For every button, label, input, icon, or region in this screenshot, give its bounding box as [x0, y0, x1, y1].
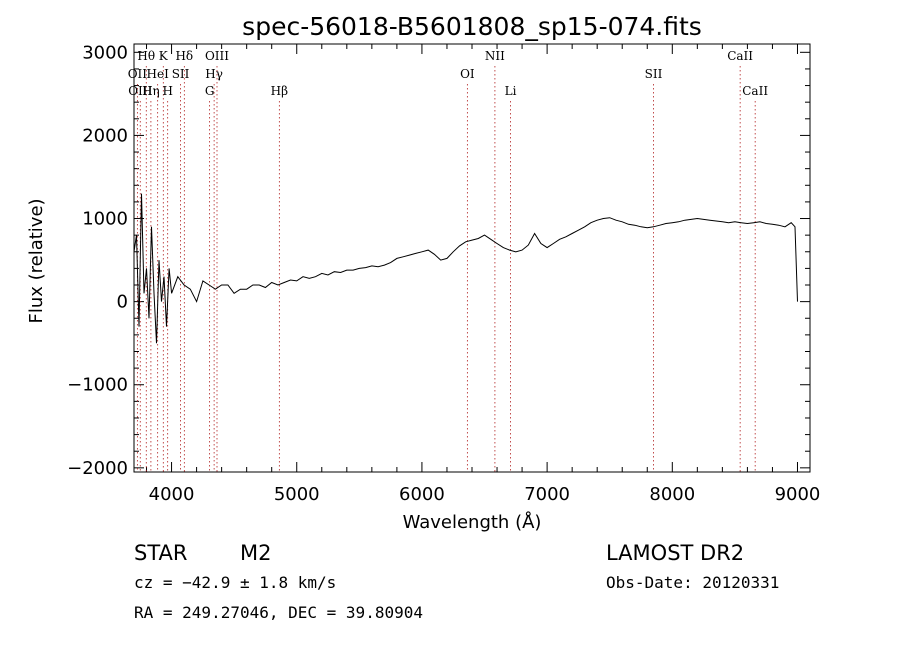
y-axis-label: Flux (relative) — [26, 198, 47, 323]
x-axis-label: Wavelength (Å) — [403, 511, 542, 533]
x-tick-label: 5000 — [274, 484, 320, 505]
object-subclass: M2 — [240, 541, 271, 565]
line-label: Hη — [142, 84, 160, 98]
line-label: Li — [505, 84, 517, 98]
y-tick-label: 1000 — [82, 209, 128, 230]
plot-border — [133, 43, 811, 473]
y-tick-label: 0 — [117, 292, 128, 313]
survey-name: LAMOST DR2 — [606, 541, 744, 565]
y-tick-label: −2000 — [67, 458, 128, 479]
line-label: SII — [172, 67, 190, 81]
line-label: K — [159, 49, 169, 63]
line-label: CaII — [742, 84, 768, 98]
line-label: Hβ — [271, 84, 288, 98]
y-tick-label: 2000 — [82, 125, 128, 146]
line-label: OIII — [205, 49, 229, 63]
spectrum-series — [133, 193, 798, 344]
x-tick-label: 4000 — [149, 484, 195, 505]
x-tick-label: 7000 — [524, 484, 570, 505]
line-label: G — [205, 84, 215, 98]
y-tick-label: −1000 — [67, 375, 128, 396]
line-label: Hδ — [175, 49, 193, 63]
coordinates-text: RA = 249.27046, DEC = 39.80904 — [134, 603, 423, 622]
plot-frame — [133, 43, 811, 473]
line-label: H — [162, 84, 172, 98]
x-tick-label: 8000 — [649, 484, 695, 505]
line-label: Hθ — [137, 49, 155, 63]
line-label: OIII — [128, 84, 152, 98]
object-class: STAR — [134, 541, 187, 565]
line-label: OII — [128, 67, 148, 81]
y-tick-label: 3000 — [82, 42, 128, 63]
line-label: OI — [460, 67, 475, 81]
line-label: HeI — [147, 67, 170, 81]
line-label: SII — [645, 67, 663, 81]
x-tick-label: 6000 — [399, 484, 445, 505]
chart-title: spec-56018-B5601808_sp15-074.fits — [242, 12, 702, 41]
line-label: NII — [485, 49, 505, 63]
redshift-text: cz = −42.9 ± 1.8 km/s — [134, 573, 336, 592]
spectrum-line — [133, 193, 798, 344]
axis-ticks: 4000 5000 6000 7000 8000 9000 −2000 −1000 0 1000 2… — [67, 42, 820, 505]
line-label: Hγ — [205, 67, 223, 81]
x-tick-label: 9000 — [775, 484, 821, 505]
obs-date-text: Obs-Date: 20120331 — [606, 573, 779, 592]
line-label: CaII — [727, 49, 753, 63]
